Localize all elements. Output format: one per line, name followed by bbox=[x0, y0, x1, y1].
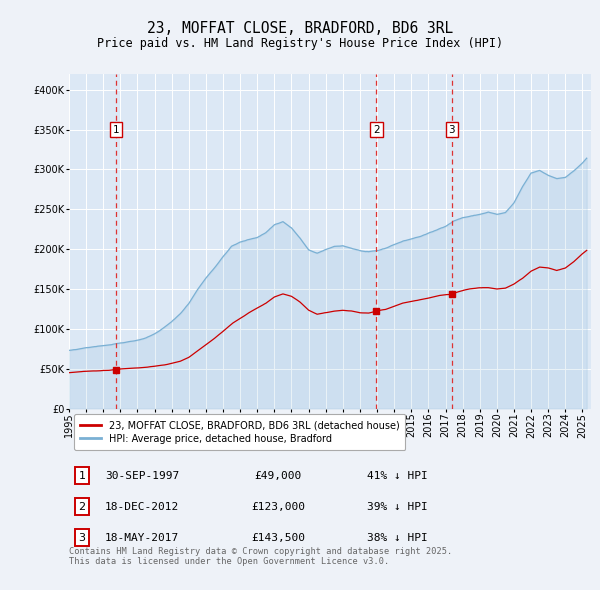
Text: 30-SEP-1997: 30-SEP-1997 bbox=[105, 471, 179, 481]
Text: 18-MAY-2017: 18-MAY-2017 bbox=[105, 533, 179, 543]
Text: 23, MOFFAT CLOSE, BRADFORD, BD6 3RL: 23, MOFFAT CLOSE, BRADFORD, BD6 3RL bbox=[147, 21, 453, 35]
Legend: 23, MOFFAT CLOSE, BRADFORD, BD6 3RL (detached house), HPI: Average price, detach: 23, MOFFAT CLOSE, BRADFORD, BD6 3RL (det… bbox=[74, 414, 406, 450]
Text: 1: 1 bbox=[113, 124, 119, 135]
Text: Contains HM Land Registry data © Crown copyright and database right 2025.
This d: Contains HM Land Registry data © Crown c… bbox=[69, 547, 452, 566]
Text: 3: 3 bbox=[79, 533, 86, 543]
Text: £123,000: £123,000 bbox=[251, 502, 305, 512]
Text: 3: 3 bbox=[449, 124, 455, 135]
Text: £143,500: £143,500 bbox=[251, 533, 305, 543]
Text: 41% ↓ HPI: 41% ↓ HPI bbox=[367, 471, 428, 481]
Text: 39% ↓ HPI: 39% ↓ HPI bbox=[367, 502, 428, 512]
Text: 2: 2 bbox=[373, 124, 380, 135]
Text: 18-DEC-2012: 18-DEC-2012 bbox=[105, 502, 179, 512]
Text: 1: 1 bbox=[79, 471, 86, 481]
Text: £49,000: £49,000 bbox=[254, 471, 301, 481]
Text: 38% ↓ HPI: 38% ↓ HPI bbox=[367, 533, 428, 543]
Text: 2: 2 bbox=[79, 502, 86, 512]
Text: Price paid vs. HM Land Registry's House Price Index (HPI): Price paid vs. HM Land Registry's House … bbox=[97, 37, 503, 50]
